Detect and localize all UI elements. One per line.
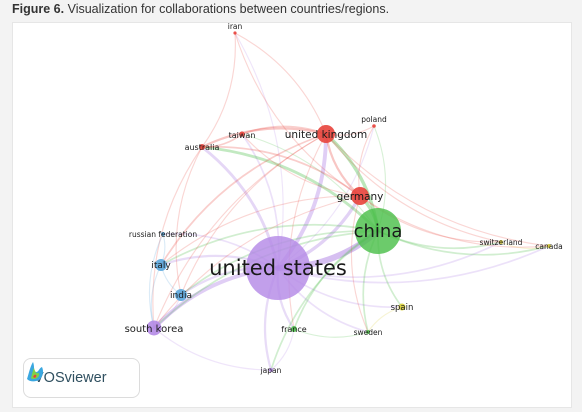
label-iran[interactable]: iran	[228, 23, 243, 31]
link-china-canada	[378, 231, 549, 255]
labels-layer: iran poland taiwan australia united kingdom g…	[125, 23, 563, 375]
link-japan-france	[271, 329, 294, 370]
link-australia-iran	[202, 33, 235, 147]
label-southkorea[interactable]: south korea	[125, 324, 184, 335]
label-germany[interactable]: germany	[337, 191, 384, 203]
label-switzerland[interactable]: switzerland	[480, 238, 523, 247]
label-russia[interactable]: russian federation	[129, 230, 197, 239]
label-france[interactable]: france	[281, 325, 306, 334]
link-uk-iran	[235, 33, 326, 134]
figure-caption: Figure 6. Visualization for collaboratio…	[12, 2, 389, 16]
label-india[interactable]: india	[170, 291, 192, 301]
label-sweden[interactable]: sweden	[354, 328, 383, 337]
link-russia-southkorea	[149, 234, 163, 328]
label-spain[interactable]: spain	[391, 303, 414, 313]
figure-label: Figure 6.	[12, 2, 64, 16]
network-panel: iran poland taiwan australia united kingdom g…	[12, 22, 572, 408]
vosviewer-logo-icon	[24, 359, 46, 383]
link-iran-germany	[235, 33, 360, 196]
label-canada[interactable]: canada	[535, 242, 562, 251]
label-japan[interactable]: japan	[260, 366, 282, 375]
label-taiwan[interactable]: taiwan	[229, 131, 256, 140]
collaboration-network: iran poland taiwan australia united kingdom g…	[13, 23, 571, 407]
vosviewer-badge[interactable]: VOSviewer	[23, 358, 140, 398]
label-australia[interactable]: australia	[185, 143, 220, 152]
link-australia-india	[176, 147, 202, 295]
label-italy[interactable]: italy	[151, 261, 171, 271]
node-poland[interactable]	[372, 124, 376, 128]
label-uk[interactable]: united kingdom	[285, 129, 367, 141]
label-us[interactable]: united states	[209, 256, 347, 280]
figure-caption-text: Visualization for collaborations between…	[68, 2, 389, 16]
node-iran[interactable]	[233, 31, 236, 34]
label-poland[interactable]: poland	[361, 115, 387, 124]
label-china[interactable]: china	[354, 221, 403, 242]
